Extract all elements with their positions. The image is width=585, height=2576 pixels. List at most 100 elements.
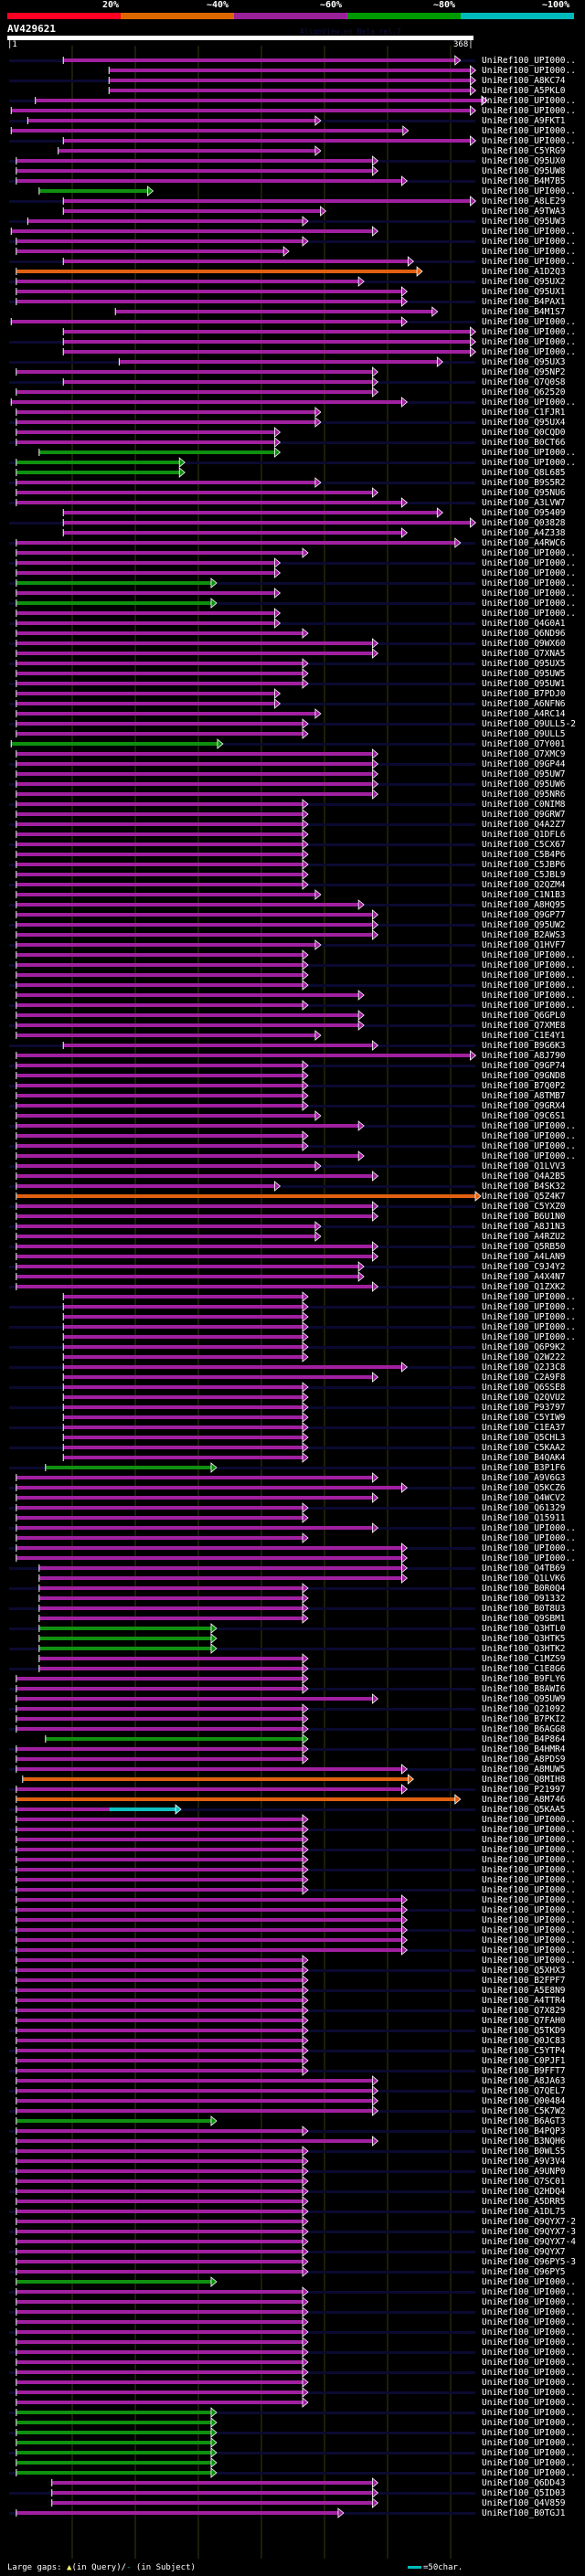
hit-label[interactable]: UniRef100_C5YXZ0 xyxy=(482,1202,566,1212)
hit-bar[interactable] xyxy=(16,2230,303,2233)
hit-label[interactable]: UniRef100_UPI000.. xyxy=(482,1865,576,1875)
hit-bar[interactable] xyxy=(39,1596,303,1600)
hit-bar[interactable] xyxy=(16,1023,359,1027)
hit-label[interactable]: UniRef100_UPI000.. xyxy=(482,568,576,578)
hit-bar[interactable] xyxy=(63,209,321,213)
hit-bar[interactable] xyxy=(63,380,373,384)
hit-label[interactable]: UniRef100_B4QAK4 xyxy=(482,1453,566,1463)
hit-label[interactable]: UniRef100_B4SK32 xyxy=(482,1182,566,1192)
hit-bar[interactable] xyxy=(16,1848,303,1851)
hit-bar[interactable] xyxy=(16,1697,373,1701)
hit-label[interactable]: UniRef100_Q7SC01 xyxy=(482,2177,566,2187)
hit-bar[interactable] xyxy=(16,370,373,374)
hit-bar[interactable] xyxy=(16,641,373,645)
hit-label[interactable]: UniRef100_UPI000.. xyxy=(482,1935,576,1945)
hit-bar[interactable] xyxy=(16,2270,303,2274)
hit-label[interactable]: UniRef100_Q95UW9 xyxy=(482,1694,566,1704)
hit-bar[interactable] xyxy=(16,2441,211,2444)
hit-label[interactable]: UniRef100_UPI000.. xyxy=(482,2418,576,2428)
hit-bar[interactable] xyxy=(16,772,373,776)
hit-label[interactable]: UniRef100_A4Z338 xyxy=(482,528,566,538)
hit-label[interactable]: UniRef100_A1DL75 xyxy=(482,2207,566,2217)
hit-bar[interactable] xyxy=(16,1727,303,1731)
hit-bar[interactable] xyxy=(16,2401,303,2404)
hit-label[interactable]: UniRef100_A4RWC6 xyxy=(482,538,566,548)
hit-label[interactable]: UniRef100_Q8L685 xyxy=(482,468,566,478)
hit-label[interactable]: UniRef100_Q9QYX7-3 xyxy=(482,2227,576,2237)
hit-bar[interactable] xyxy=(63,1405,303,1409)
hit-label[interactable]: UniRef100_Q95NR6 xyxy=(482,790,566,800)
hit-bar[interactable] xyxy=(63,1044,373,1047)
hit-bar[interactable] xyxy=(16,501,402,504)
hit-bar[interactable] xyxy=(16,2280,211,2284)
hit-label[interactable]: UniRef100_Q5CHL3 xyxy=(482,1433,566,1443)
hit-bar[interactable] xyxy=(16,1988,303,1992)
hit-bar[interactable] xyxy=(63,531,402,535)
hit-bar[interactable] xyxy=(16,1476,373,1479)
hit-bar[interactable] xyxy=(58,149,315,153)
hit-label[interactable]: UniRef100_A8J790 xyxy=(482,1051,566,1061)
hit-bar[interactable] xyxy=(16,1245,373,1248)
hit-label[interactable]: UniRef100_C5B4P6 xyxy=(482,850,566,860)
hit-label[interactable]: UniRef100_UPI000.. xyxy=(482,1855,576,1865)
hit-bar[interactable] xyxy=(39,1617,303,1620)
hit-bar[interactable] xyxy=(16,611,275,615)
hit-bar[interactable] xyxy=(23,1777,409,1781)
hit-label[interactable]: UniRef100_UPI000.. xyxy=(482,2408,576,2418)
hit-bar[interactable] xyxy=(16,2069,303,2072)
hit-label[interactable]: UniRef100_C1FJR1 xyxy=(482,408,566,418)
hit-bar[interactable] xyxy=(16,471,180,474)
hit-label[interactable]: UniRef100_A8HQ95 xyxy=(482,900,566,910)
hit-label[interactable]: UniRef100_B4PQP3 xyxy=(482,2126,566,2136)
hit-bar[interactable] xyxy=(109,89,471,92)
hit-label[interactable]: UniRef100_A8MUW5 xyxy=(482,1765,566,1775)
hit-bar[interactable] xyxy=(63,1355,303,1359)
hit-label[interactable]: UniRef100_C1E8G6 xyxy=(482,1664,566,1674)
hit-bar[interactable] xyxy=(16,481,315,484)
hit-bar[interactable] xyxy=(52,2491,373,2495)
hit-bar[interactable] xyxy=(63,1345,303,1349)
hit-label[interactable]: UniRef100_UPI000.. xyxy=(482,1553,576,1564)
hit-label[interactable]: UniRef100_Q21092 xyxy=(482,1704,566,1714)
hit-label[interactable]: UniRef100_UPI000.. xyxy=(482,106,576,116)
hit-bar[interactable] xyxy=(16,1888,303,1892)
hit-bar[interactable] xyxy=(16,2431,211,2434)
hit-bar[interactable] xyxy=(16,1013,359,1017)
hit-label[interactable]: UniRef100_B6U1N0 xyxy=(482,1212,566,1222)
hit-bar[interactable] xyxy=(16,390,373,394)
hit-label[interactable]: UniRef100_Q95UX4 xyxy=(482,418,566,428)
hit-label[interactable]: UniRef100_Q6DD43 xyxy=(482,2478,566,2488)
hit-bar[interactable] xyxy=(16,491,373,494)
hit-label[interactable]: UniRef100_B3NQH6 xyxy=(482,2136,566,2147)
hit-bar[interactable] xyxy=(16,1214,373,1218)
hit-bar[interactable] xyxy=(16,923,373,927)
hit-bar[interactable] xyxy=(16,1104,303,1108)
hit-bar[interactable] xyxy=(63,260,409,263)
hit-bar[interactable] xyxy=(16,1797,455,1801)
hit-bar[interactable] xyxy=(63,1315,303,1319)
hit-label[interactable]: UniRef100_C0NIM8 xyxy=(482,800,566,810)
hit-label[interactable]: UniRef100_Q9ULL5 xyxy=(482,729,566,739)
hit-label[interactable]: UniRef100_Q1LVV3 xyxy=(482,1161,566,1171)
hit-label[interactable]: UniRef100_UPI000.. xyxy=(482,960,576,970)
hit-label[interactable]: UniRef100_A5E8N9 xyxy=(482,1986,566,1996)
hit-label[interactable]: UniRef100_Q96PY5-3 xyxy=(482,2257,576,2267)
hit-label[interactable]: UniRef100_UPI000.. xyxy=(482,1292,576,1302)
hit-bar[interactable] xyxy=(16,1958,303,1962)
hit-label[interactable]: UniRef100_UPI000.. xyxy=(482,2287,576,2297)
hit-label[interactable]: UniRef100_Q5ID03 xyxy=(482,2488,566,2498)
hit-label[interactable]: UniRef100_C5CX67 xyxy=(482,840,566,850)
hit-label[interactable]: UniRef100_UPI000.. xyxy=(482,2468,576,2478)
hit-label[interactable]: UniRef100_A8J1N3 xyxy=(482,1222,566,1232)
hit-label[interactable]: UniRef100_UPI000.. xyxy=(482,1835,576,1845)
hit-label[interactable]: UniRef100_A9FKT1 xyxy=(482,116,566,126)
hit-label[interactable]: UniRef100_UPI000.. xyxy=(482,1312,576,1322)
hit-label[interactable]: UniRef100_Q95UW3 xyxy=(482,217,566,227)
hit-label[interactable]: UniRef100_A8JA63 xyxy=(482,2076,566,2086)
hit-label[interactable]: UniRef100_A9TWA3 xyxy=(482,207,566,217)
hit-bar[interactable] xyxy=(16,239,303,243)
hit-label[interactable]: UniRef100_Q9QYX7-2 xyxy=(482,2217,576,2227)
hit-label[interactable]: UniRef100_Q7XMC9 xyxy=(482,749,566,759)
hit-bar[interactable] xyxy=(16,752,373,756)
hit-bar[interactable] xyxy=(16,2330,303,2334)
